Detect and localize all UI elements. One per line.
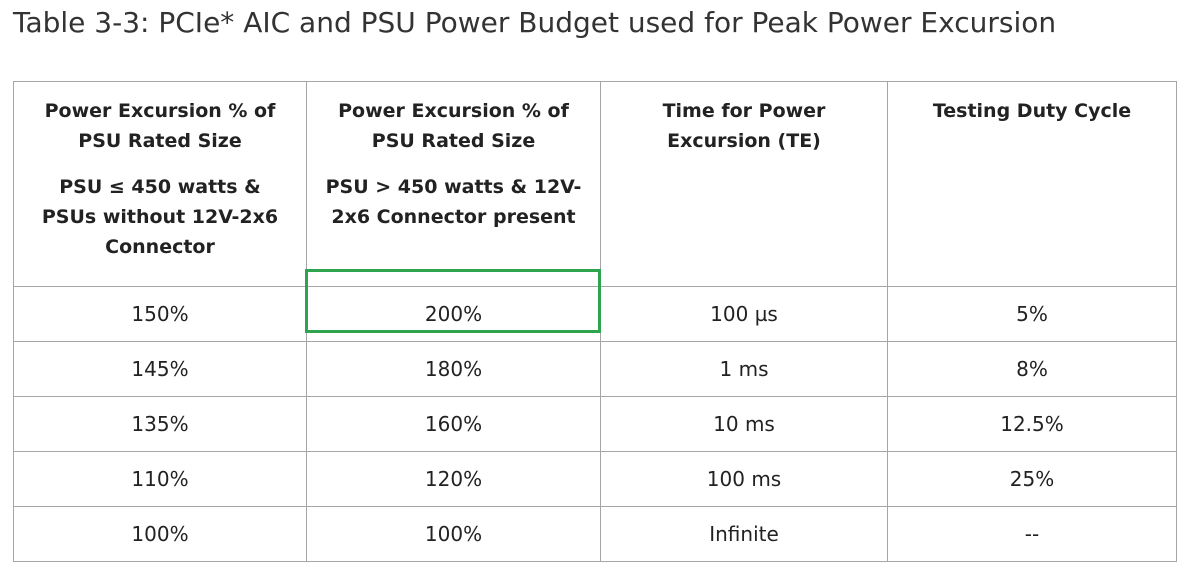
table-cell: 200% xyxy=(306,286,601,342)
table-title: Table 3-3: PCIe* AIC and PSU Power Budge… xyxy=(13,6,1057,39)
table-cell: 135% xyxy=(13,396,307,452)
table-cell: 5% xyxy=(887,286,1177,342)
table-cell: Infinite xyxy=(600,506,888,562)
power-budget-table: Power Excursion % of PSU Rated Size PSU ≤… xyxy=(13,81,1177,562)
header-text: Time for Power Excursion (TE) xyxy=(662,100,826,152)
table-cell: 100% xyxy=(13,506,307,562)
table-cell: 1 ms xyxy=(600,341,888,397)
table-row: 150% 200% 100 µs 5% xyxy=(13,286,1177,342)
header-cell: Power Excursion % of PSU Rated Size PSU ≤… xyxy=(13,81,307,287)
header-text: Power Excursion % of PSU Rated Size xyxy=(338,100,569,152)
header-cell: Time for Power Excursion (TE) xyxy=(600,81,888,287)
table-cell: 25% xyxy=(887,451,1177,507)
header-text: PSU > 450 watts & 12V-2x6 Connector pres… xyxy=(325,176,582,228)
table-row: 135% 160% 10 ms 12.5% xyxy=(13,396,1177,452)
table-row: 145% 180% 1 ms 8% xyxy=(13,341,1177,397)
table-cell: 160% xyxy=(306,396,601,452)
header-text: Power Excursion % of PSU Rated Size xyxy=(44,100,276,152)
table-body: 150% 200% 100 µs 5% 145% 180% 1 ms 8% 135% 160% 10… xyxy=(13,286,1177,562)
header-text: PSU ≤ 450 watts & PSUs without 12V-2x6 C… xyxy=(41,176,279,258)
table-cell: 10 ms xyxy=(600,396,888,452)
table-row: 100% 100% Infinite -- xyxy=(13,506,1177,562)
table-cell: 12.5% xyxy=(887,396,1177,452)
header-cell: Power Excursion % of PSU Rated Size PSU >… xyxy=(306,81,601,287)
table-cell: 100% xyxy=(306,506,601,562)
table-cell: 100 ms xyxy=(600,451,888,507)
table-cell: 100 µs xyxy=(600,286,888,342)
table-cell: 180% xyxy=(306,341,601,397)
table-row: 110% 120% 100 ms 25% xyxy=(13,451,1177,507)
header-cell: Testing Duty Cycle xyxy=(887,81,1177,287)
table-cell: 145% xyxy=(13,341,307,397)
table-cell: 120% xyxy=(306,451,601,507)
header-row: Power Excursion % of PSU Rated Size PSU ≤… xyxy=(13,81,1177,287)
table-cell: 150% xyxy=(13,286,307,342)
table-cell: -- xyxy=(887,506,1177,562)
table-cell: 110% xyxy=(13,451,307,507)
header-text: Testing Duty Cycle xyxy=(932,100,1132,122)
table-cell: 8% xyxy=(887,341,1177,397)
